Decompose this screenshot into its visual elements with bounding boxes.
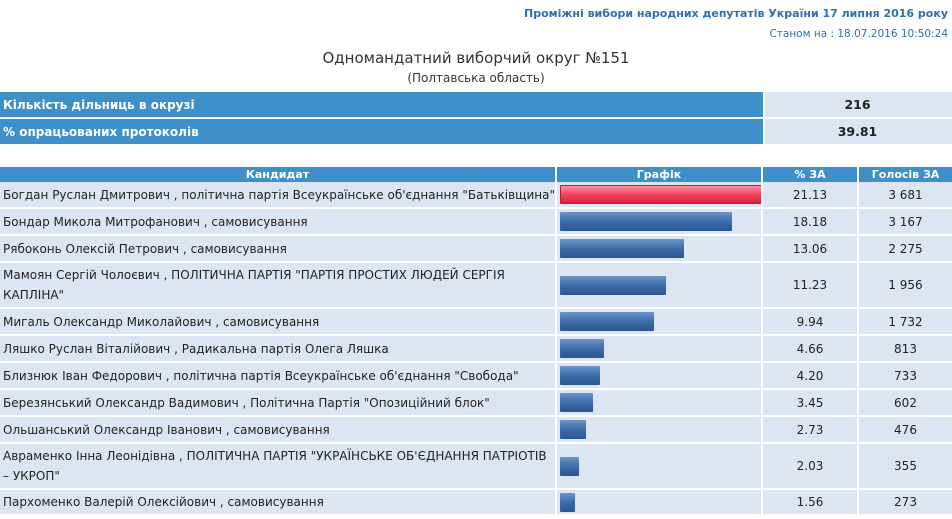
votes-value: 1 956	[858, 262, 952, 309]
result-bar-cell	[556, 416, 763, 444]
percent-value: 1.56	[762, 489, 859, 516]
summary-table: Кількість дільниць в окрузі 216 % опраць…	[0, 92, 952, 146]
result-bar-cell	[556, 362, 763, 390]
percent-value: 9.94	[762, 308, 859, 336]
results-table: Кандидат Графік % ЗА Голосів ЗА Богдан Р…	[0, 167, 952, 516]
column-header-graph[interactable]: Графік	[556, 167, 763, 182]
result-bar	[560, 312, 654, 331]
summary-value: 39.81	[764, 118, 952, 146]
result-bar	[560, 492, 575, 512]
percent-value: 4.66	[762, 335, 859, 363]
column-header-percent[interactable]: % ЗА	[762, 167, 859, 182]
candidate-name: Березянський Олександр Вадимович , Політ…	[0, 389, 557, 417]
votes-value: 2 275	[858, 235, 952, 263]
column-header-votes[interactable]: Голосів ЗА	[858, 167, 952, 182]
result-bar	[560, 393, 593, 412]
votes-value: 1 732	[858, 308, 952, 336]
result-bar-cell	[556, 235, 763, 263]
table-row: Ляшко Руслан Віталійович , Радикальна па…	[0, 335, 952, 363]
candidate-name: Рябоконь Олексій Петрович , самовисуванн…	[0, 235, 557, 263]
candidate-name: Ляшко Руслан Віталійович , Радикальна па…	[0, 335, 557, 363]
result-bar-cell	[556, 208, 763, 236]
table-row: Мигаль Олександр Миколайович , самовисув…	[0, 308, 952, 336]
percent-value: 18.18	[762, 208, 859, 236]
result-bar	[560, 420, 586, 439]
result-bar-cell	[556, 443, 763, 490]
result-bar	[560, 239, 684, 258]
district-title: Одномандатний виборчий округ №151	[322, 49, 630, 67]
candidate-name: Ольшанський Олександр Іванович , самовис…	[0, 416, 557, 444]
percent-value: 13.06	[762, 235, 859, 263]
table-row: Авраменко Інна Леонідівна , ПОЛІТИЧНА ПА…	[0, 443, 952, 490]
candidate-name: Близнюк Іван Федорович , політична парті…	[0, 362, 557, 390]
election-title: Проміжні вибори народних депутатів Украї…	[524, 7, 948, 20]
region-label: (Полтавська область)	[407, 71, 545, 85]
results-body: Богдан Руслан Дмитрович , політична парт…	[0, 182, 952, 516]
table-row: Березянський Олександр Вадимович , Політ…	[0, 389, 952, 417]
votes-value: 3 167	[858, 208, 952, 236]
table-row: Мамоян Сергій Чолоєвич , ПОЛІТИЧНА ПАРТІ…	[0, 262, 952, 309]
result-bar	[560, 275, 666, 295]
result-bar-cell	[556, 335, 763, 363]
result-bar	[560, 366, 600, 385]
votes-value: 476	[858, 416, 952, 444]
status-timestamp: Станом на : 18.07.2016 10:50:24	[769, 28, 948, 40]
summary-row-processed: % опрацьованих протоколів 39.81	[0, 118, 952, 146]
results-header-row: Кандидат Графік % ЗА Голосів ЗА	[0, 167, 952, 182]
summary-value: 216	[764, 92, 952, 119]
candidate-name: Богдан Руслан Дмитрович , політична парт…	[0, 182, 557, 209]
table-row: Богдан Руслан Дмитрович , політична парт…	[0, 182, 952, 209]
result-bar-cell	[556, 262, 763, 309]
percent-value: 11.23	[762, 262, 859, 309]
table-row: Близнюк Іван Федорович , політична парті…	[0, 362, 952, 390]
votes-value: 3 681	[858, 182, 952, 209]
votes-value: 733	[858, 362, 952, 390]
percent-value: 2.73	[762, 416, 859, 444]
table-row: Бондар Микола Митрофанович , самовисуван…	[0, 208, 952, 236]
result-bar-cell	[556, 308, 763, 336]
summary-label: % опрацьованих протоколів	[0, 118, 765, 146]
votes-value: 355	[858, 443, 952, 490]
candidate-name: Бондар Микола Митрофанович , самовисуван…	[0, 208, 557, 236]
result-bar-cell	[556, 182, 763, 209]
votes-value: 813	[858, 335, 952, 363]
summary-label: Кількість дільниць в окрузі	[0, 92, 765, 119]
result-bar	[560, 212, 732, 231]
result-bar	[560, 456, 579, 476]
result-bar	[560, 339, 604, 358]
candidate-name: Мамоян Сергій Чолоєвич , ПОЛІТИЧНА ПАРТІ…	[0, 262, 557, 309]
votes-value: 602	[858, 389, 952, 417]
percent-value: 2.03	[762, 443, 859, 490]
summary-row-stations: Кількість дільниць в окрузі 216	[0, 92, 952, 119]
percent-value: 21.13	[762, 182, 859, 209]
result-bar-cell	[556, 389, 763, 417]
percent-value: 3.45	[762, 389, 859, 417]
table-row: Ольшанський Олександр Іванович , самовис…	[0, 416, 952, 444]
candidate-name: Пархоменко Валерій Олексійович , самовис…	[0, 489, 557, 516]
candidate-name: Мигаль Олександр Миколайович , самовисув…	[0, 308, 557, 336]
table-row: Пархоменко Валерій Олексійович , самовис…	[0, 489, 952, 516]
candidate-name: Авраменко Інна Леонідівна , ПОЛІТИЧНА ПА…	[0, 443, 557, 490]
column-header-candidate[interactable]: Кандидат	[0, 167, 557, 182]
votes-value: 273	[858, 489, 952, 516]
result-bar-cell	[556, 489, 763, 516]
result-bar	[560, 185, 762, 204]
percent-value: 4.20	[762, 362, 859, 390]
table-row: Рябоконь Олексій Петрович , самовисуванн…	[0, 235, 952, 263]
